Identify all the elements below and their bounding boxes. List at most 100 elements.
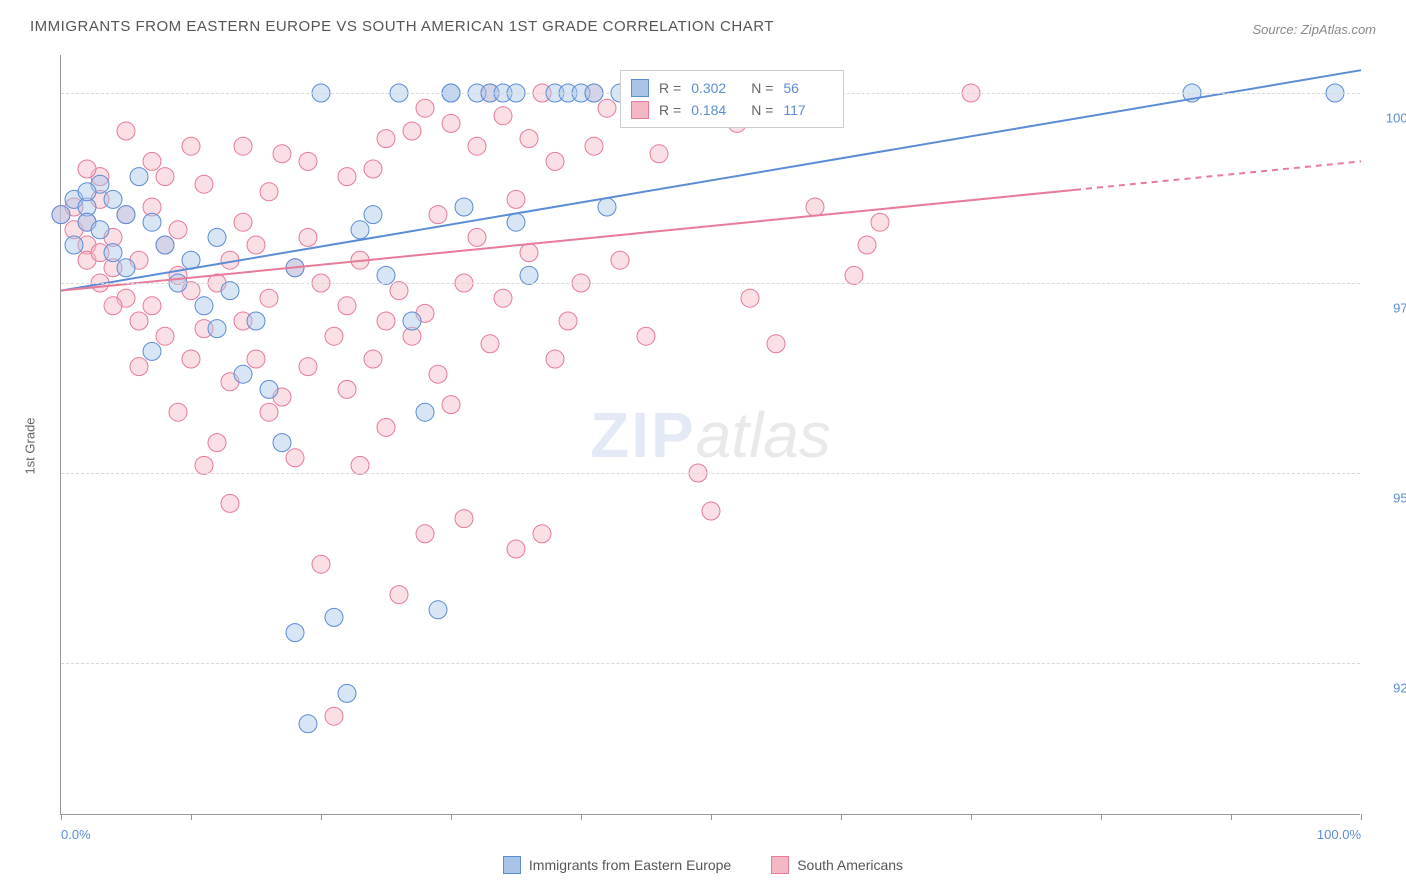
data-point: [741, 289, 759, 307]
data-point: [611, 251, 629, 269]
legend-swatch-south-americans: [771, 856, 789, 874]
data-point: [520, 130, 538, 148]
plot-svg: [61, 55, 1360, 814]
data-point: [156, 327, 174, 345]
data-point: [299, 358, 317, 376]
legend-swatch-eastern-europe: [503, 856, 521, 874]
plot-area: ZIPatlas 92.5%95.0%97.5%100.0%0.0%100.0%…: [60, 55, 1360, 815]
data-point: [208, 320, 226, 338]
data-point: [260, 380, 278, 398]
data-point: [156, 168, 174, 186]
data-point: [286, 449, 304, 467]
data-point: [247, 312, 265, 330]
data-point: [650, 145, 668, 163]
x-tick: [1361, 814, 1362, 820]
data-point: [169, 221, 187, 239]
data-point: [351, 456, 369, 474]
data-point: [260, 289, 278, 307]
data-point: [104, 190, 122, 208]
data-point: [377, 130, 395, 148]
data-point: [481, 335, 499, 353]
data-point: [117, 122, 135, 140]
x-tick-label: 100.0%: [1317, 827, 1361, 842]
data-point: [507, 540, 525, 558]
data-point: [104, 244, 122, 262]
data-point: [429, 206, 447, 224]
stat-r-label: R =: [659, 102, 681, 118]
data-point: [442, 114, 460, 132]
data-point: [637, 327, 655, 345]
legend-item-south-americans: South Americans: [771, 856, 903, 874]
data-point: [364, 350, 382, 368]
data-point: [364, 160, 382, 178]
data-point: [585, 137, 603, 155]
data-point: [416, 403, 434, 421]
data-point: [533, 525, 551, 543]
x-tick-label: 0.0%: [61, 827, 91, 842]
stat-r-value: 0.184: [691, 102, 741, 118]
data-point: [130, 168, 148, 186]
data-point: [598, 99, 616, 117]
data-point: [494, 107, 512, 125]
x-tick: [1231, 814, 1232, 820]
data-point: [52, 206, 70, 224]
data-point: [403, 312, 421, 330]
data-point: [273, 145, 291, 163]
stat-n-label: N =: [751, 80, 773, 96]
trend-line-dashed: [1075, 161, 1361, 189]
bottom-legend: Immigrants from Eastern Europe South Ame…: [0, 856, 1406, 874]
x-tick: [61, 814, 62, 820]
y-tick-label: 100.0%: [1386, 111, 1406, 126]
stat-n-value: 117: [783, 102, 833, 118]
stat-swatch: [631, 101, 649, 119]
data-point: [520, 244, 538, 262]
data-point: [91, 221, 109, 239]
data-point: [377, 418, 395, 436]
stat-row: R =0.302N =56: [631, 77, 833, 99]
data-point: [78, 183, 96, 201]
data-point: [221, 282, 239, 300]
data-point: [455, 510, 473, 528]
x-tick: [191, 814, 192, 820]
data-point: [182, 350, 200, 368]
x-tick: [321, 814, 322, 820]
chart-container: IMMIGRANTS FROM EASTERN EUROPE VS SOUTH …: [0, 0, 1406, 892]
data-point: [208, 434, 226, 452]
data-point: [390, 586, 408, 604]
data-point: [338, 297, 356, 315]
x-tick: [711, 814, 712, 820]
data-point: [247, 236, 265, 254]
data-point: [130, 358, 148, 376]
legend-label-eastern-europe: Immigrants from Eastern Europe: [529, 857, 731, 873]
data-point: [390, 282, 408, 300]
data-point: [338, 168, 356, 186]
data-point: [299, 715, 317, 733]
data-point: [325, 327, 343, 345]
data-point: [260, 403, 278, 421]
y-tick-label: 97.5%: [1393, 301, 1406, 316]
data-point: [507, 190, 525, 208]
data-point: [442, 396, 460, 414]
data-point: [182, 137, 200, 155]
data-point: [234, 213, 252, 231]
legend-item-eastern-europe: Immigrants from Eastern Europe: [503, 856, 731, 874]
data-point: [338, 684, 356, 702]
data-point: [273, 434, 291, 452]
y-axis-label: 1st Grade: [23, 417, 38, 474]
x-tick: [841, 814, 842, 820]
data-point: [325, 608, 343, 626]
data-point: [143, 342, 161, 360]
data-point: [195, 456, 213, 474]
data-point: [520, 266, 538, 284]
data-point: [78, 160, 96, 178]
data-point: [65, 236, 83, 254]
data-point: [143, 297, 161, 315]
data-point: [117, 259, 135, 277]
data-point: [351, 221, 369, 239]
data-point: [546, 152, 564, 170]
data-point: [468, 137, 486, 155]
stat-row: R =0.184N =117: [631, 99, 833, 121]
x-tick: [1101, 814, 1102, 820]
stat-n-value: 56: [783, 80, 833, 96]
stat-swatch: [631, 79, 649, 97]
